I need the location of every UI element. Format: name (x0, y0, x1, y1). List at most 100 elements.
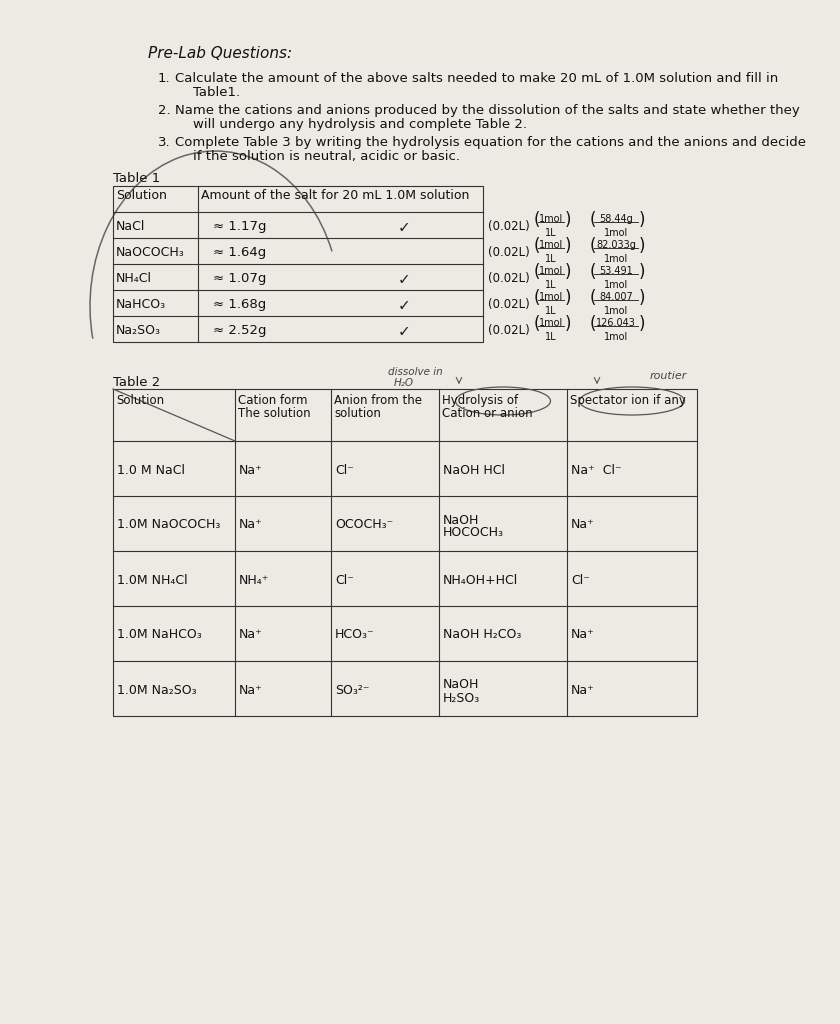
Text: ): ) (565, 315, 571, 333)
Text: Complete Table 3 by writing the hydrolysis equation for the cations and the anio: Complete Table 3 by writing the hydrolys… (175, 136, 806, 150)
Text: (0.02L): (0.02L) (488, 246, 530, 259)
Text: ): ) (639, 263, 645, 281)
Text: 1mol: 1mol (604, 332, 628, 342)
Text: ✓: ✓ (398, 324, 411, 339)
Text: 84.007: 84.007 (599, 292, 633, 302)
Text: (0.02L): (0.02L) (488, 272, 530, 285)
Text: NaOH: NaOH (443, 679, 480, 691)
Text: 3.: 3. (158, 136, 171, 150)
Text: Na⁺: Na⁺ (239, 464, 263, 476)
Text: 1.0 M NaCl: 1.0 M NaCl (117, 464, 185, 476)
Text: 1.0M NaHCO₃: 1.0M NaHCO₃ (117, 629, 202, 641)
Text: (0.02L): (0.02L) (488, 220, 530, 233)
Text: 1.0M NaOCOCH₃: 1.0M NaOCOCH₃ (117, 518, 220, 531)
Text: Name the cations and anions produced by the dissolution of the salts and state w: Name the cations and anions produced by … (175, 104, 800, 117)
Text: 1mol: 1mol (539, 240, 563, 250)
Text: Na⁺: Na⁺ (571, 629, 595, 641)
Bar (113, 389, 697, 716)
Text: (: ( (534, 211, 540, 229)
Text: (0.02L): (0.02L) (488, 298, 530, 311)
Text: ): ) (565, 263, 571, 281)
Text: Table1.: Table1. (193, 86, 240, 99)
Text: 1.0M NH₄Cl: 1.0M NH₄Cl (117, 573, 187, 587)
Text: 1L: 1L (545, 306, 557, 316)
Text: NH₄OH+HCl: NH₄OH+HCl (443, 573, 518, 587)
Text: Amount of the salt for 20 mL 1.0M solution: Amount of the salt for 20 mL 1.0M soluti… (201, 189, 470, 202)
Text: 1mol: 1mol (604, 306, 628, 316)
Text: 1L: 1L (545, 280, 557, 290)
Text: ): ) (639, 315, 645, 333)
Text: (: ( (534, 263, 540, 281)
Text: 1mol: 1mol (539, 214, 563, 224)
Text: (: ( (590, 263, 596, 281)
Text: 1mol: 1mol (604, 254, 628, 264)
Text: ≈ 1.68g: ≈ 1.68g (213, 298, 266, 311)
Text: ): ) (639, 211, 645, 229)
Text: H₂SO₃: H₂SO₃ (443, 691, 480, 705)
Text: ≈ 1.07g: ≈ 1.07g (213, 272, 266, 285)
Text: Na⁺: Na⁺ (239, 518, 263, 531)
Text: NaOH: NaOH (443, 513, 480, 526)
Text: OCOCH₃⁻: OCOCH₃⁻ (335, 518, 393, 531)
Text: Solution: Solution (116, 394, 164, 407)
Text: (: ( (534, 315, 540, 333)
Text: (: ( (534, 237, 540, 255)
Text: Na⁺  Cl⁻: Na⁺ Cl⁻ (571, 464, 622, 476)
Text: ): ) (565, 289, 571, 307)
Text: The solution: The solution (238, 407, 311, 420)
Text: Cl⁻: Cl⁻ (335, 573, 354, 587)
Text: Solution: Solution (116, 189, 167, 202)
Text: will undergo any hydrolysis and complete Table 2.: will undergo any hydrolysis and complete… (193, 118, 527, 131)
Text: NH₄⁺: NH₄⁺ (239, 573, 270, 587)
Text: ): ) (639, 237, 645, 255)
Text: Cl⁻: Cl⁻ (571, 573, 590, 587)
Text: (: ( (534, 289, 540, 307)
Text: ≈ 1.17g: ≈ 1.17g (213, 220, 266, 233)
Text: 126.043: 126.043 (596, 318, 636, 328)
Text: 58.44g: 58.44g (599, 214, 633, 224)
Text: 1L: 1L (545, 228, 557, 238)
Text: Calculate the amount of the above salts needed to make 20 mL of 1.0M solution an: Calculate the amount of the above salts … (175, 72, 778, 85)
Text: 1mol: 1mol (604, 280, 628, 290)
Text: 1mol: 1mol (539, 318, 563, 328)
Text: NaOH H₂CO₃: NaOH H₂CO₃ (443, 629, 522, 641)
Text: ): ) (565, 237, 571, 255)
Text: ✓: ✓ (398, 220, 411, 234)
Text: Cation or anion: Cation or anion (442, 407, 533, 420)
Text: Na₂SO₃: Na₂SO₃ (116, 324, 161, 337)
Text: 1mol: 1mol (604, 228, 628, 238)
Text: routier: routier (650, 371, 687, 381)
Text: Na⁺: Na⁺ (571, 683, 595, 696)
Text: 1L: 1L (545, 254, 557, 264)
Text: Na⁺: Na⁺ (571, 518, 595, 531)
Text: ): ) (565, 211, 571, 229)
Text: Table 2: Table 2 (113, 376, 160, 389)
Text: 1mol: 1mol (539, 292, 563, 302)
Text: ): ) (639, 289, 645, 307)
Text: NH₄Cl: NH₄Cl (116, 272, 152, 285)
Text: Pre-Lab Questions:: Pre-Lab Questions: (148, 46, 292, 61)
Text: 1.: 1. (158, 72, 171, 85)
Text: (: ( (590, 237, 596, 255)
Text: Table 1: Table 1 (113, 172, 160, 185)
Text: HCO₃⁻: HCO₃⁻ (335, 629, 375, 641)
Text: Hydrolysis of: Hydrolysis of (442, 394, 518, 407)
Text: HOCOCH₃: HOCOCH₃ (443, 526, 504, 540)
Text: dissolve in: dissolve in (388, 367, 443, 377)
Text: Spectator ion if any: Spectator ion if any (570, 394, 686, 407)
Text: Anion from the: Anion from the (334, 394, 422, 407)
Text: ✓: ✓ (398, 298, 411, 313)
Bar (113, 186, 483, 342)
Text: (: ( (590, 289, 596, 307)
Text: 1mol: 1mol (539, 266, 563, 276)
Text: H₂O: H₂O (394, 378, 414, 388)
Text: 82.033g: 82.033g (596, 240, 636, 250)
Text: Cl⁻: Cl⁻ (335, 464, 354, 476)
Text: 1L: 1L (545, 332, 557, 342)
Text: NaOCOCH₃: NaOCOCH₃ (116, 246, 185, 259)
Text: NaHCO₃: NaHCO₃ (116, 298, 166, 311)
Text: solution: solution (334, 407, 381, 420)
Text: 1.0M Na₂SO₃: 1.0M Na₂SO₃ (117, 683, 197, 696)
Text: Cation form: Cation form (238, 394, 307, 407)
Text: NaCl: NaCl (116, 220, 145, 233)
